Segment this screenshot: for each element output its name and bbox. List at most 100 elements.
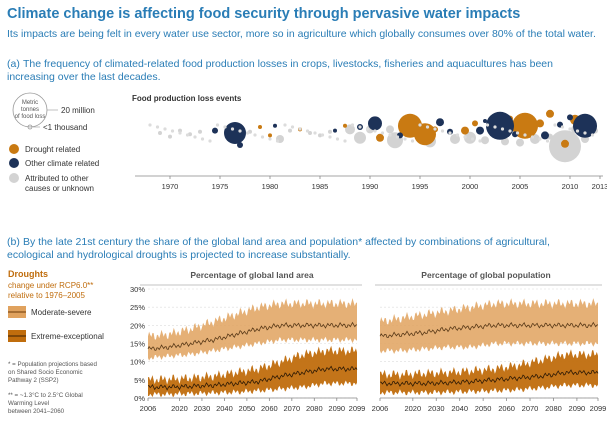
- bubble-minor-point: [223, 125, 227, 129]
- bubble-minor-point: [590, 133, 595, 137]
- bubble-minor-point: [163, 127, 167, 131]
- population-x-tick-label: 2099: [590, 404, 607, 413]
- land-area-y-tick-label: 15%: [130, 340, 145, 349]
- size-legend-title-3: of food loss: [15, 114, 46, 120]
- bubble-points: [148, 109, 598, 163]
- land-area-x-tick-label: 2040: [216, 404, 233, 413]
- footnotes: * = Population projections based on Shar…: [8, 361, 97, 415]
- size-legend-title-1: Metric: [22, 100, 38, 106]
- bubble-chart-title: Food production loss events: [132, 94, 242, 103]
- bubble-point: [464, 131, 476, 144]
- panel-a-text: The frequency of climated-related food p…: [7, 58, 553, 83]
- legend-other-climate-label: Other climate related: [25, 159, 99, 168]
- bubble-minor-point: [208, 139, 212, 143]
- population-band-moderate: [380, 298, 598, 354]
- bubble-point: [178, 128, 182, 133]
- drought-legend-subtitle-1: change under RCP6.0**: [8, 281, 93, 290]
- land-area-x-tick-label: 2099: [349, 404, 366, 413]
- size-legend-title-2: tonnes: [21, 107, 39, 113]
- land-area-y-tick-label: 30%: [130, 285, 145, 294]
- bubble-x-tick-label: 1985: [312, 182, 329, 191]
- bubble-point: [536, 119, 544, 128]
- land-area-x-tick-label: 2090: [328, 404, 345, 413]
- legend-moderate-label: Moderate-severe: [31, 308, 92, 317]
- bubble-point: [567, 114, 573, 121]
- bubble-minor-point: [275, 139, 280, 143]
- population-x-tick-label: 2090: [569, 404, 586, 413]
- bubble-point: [354, 131, 366, 144]
- bubble-minor-point: [388, 133, 392, 137]
- population-x-tick-label: 2080: [545, 404, 562, 413]
- bubble-point: [541, 131, 549, 140]
- bubble-minor-point: [358, 125, 362, 129]
- land-area-y-tick-label: 20%: [130, 321, 145, 330]
- bubble-point: [198, 129, 202, 134]
- bubble-minor-point: [455, 133, 460, 137]
- bubble-point: [481, 136, 489, 145]
- population-x-tick-label: 2040: [451, 404, 468, 413]
- bubble-point: [376, 133, 384, 142]
- color-legend: Drought related Other climate related At…: [9, 144, 99, 193]
- bubble-minor-point: [575, 129, 580, 133]
- land-area-band-extreme: [148, 345, 357, 398]
- bubble-minor-point: [515, 131, 520, 135]
- land-area-median-extreme: [147, 365, 358, 391]
- land-area-x-tick-label: 2060: [261, 404, 278, 413]
- bubble-x-tick-label: 2013: [592, 182, 607, 191]
- population-x-tick-label: 2006: [372, 404, 389, 413]
- bubble-minor-point: [230, 127, 235, 131]
- bubble-point: [333, 128, 337, 133]
- population-chart-title: Percentage of global population: [421, 270, 550, 280]
- population-x-tick-label: 2060: [498, 404, 515, 413]
- bubble-minor-point: [200, 137, 205, 141]
- footnote-1-line-2: on Shared Socio Economic: [8, 369, 83, 376]
- bubble-minor-point: [463, 135, 467, 139]
- bubble-point: [486, 111, 514, 140]
- footnote-2-line-1: ** = ~1.3°C to 2.5°C Global: [8, 392, 83, 399]
- bubble-minor-point: [418, 123, 422, 127]
- land-area-y-tick-label: 10%: [130, 358, 145, 367]
- bubble-minor-point: [290, 125, 295, 129]
- population-x-tick-label: 2050: [475, 404, 492, 413]
- bubble-point: [268, 133, 272, 138]
- footnote-2-line-2: Warming Level: [8, 400, 49, 407]
- bubble-minor-point: [328, 135, 332, 139]
- bubble-minor-point: [568, 127, 572, 131]
- panel-b-text: By the late 21st century the share of th…: [7, 236, 550, 261]
- bubble-minor-point: [530, 135, 535, 139]
- bubble-x-tick-label: 1990: [362, 182, 379, 191]
- bubble-minor-point: [215, 123, 220, 127]
- population-x-tick-label: 2070: [522, 404, 539, 413]
- bubble-minor-point: [425, 125, 430, 129]
- bubble-chart: Food production loss events 1970 1975 1980…: [132, 94, 607, 191]
- land-area-x-tick-label: 2006: [140, 404, 157, 413]
- land-area-y-tick-label: 25%: [130, 303, 145, 312]
- bubble-minor-point: [380, 131, 385, 135]
- bubble-point: [237, 142, 243, 148]
- drought-legend-subtitle-2: relative to 1976–2005: [8, 291, 86, 300]
- bubble-x-ticks: 1970 1975 1980 1985 1990 1995 2000 2005 2010 2013: [162, 176, 607, 191]
- bubble-point: [343, 123, 347, 128]
- legend-other-causes-label-2: causes or unknown: [25, 184, 94, 193]
- bubble-minor-point: [448, 131, 452, 135]
- bubble-minor-point: [560, 125, 565, 129]
- footnote-1-line-3: Pathway 2 (SSP2): [8, 377, 59, 384]
- bubble-minor-point: [343, 139, 347, 143]
- drought-legend-title: Droughts: [8, 269, 48, 279]
- panel-b-description: (b) By the late 21st century the share of…: [7, 236, 597, 262]
- bubble-point: [436, 118, 444, 127]
- bubble-x-tick-label: 2000: [462, 182, 479, 191]
- land-area-chart-title: Percentage of global land area: [190, 270, 314, 280]
- bubble-minor-point: [238, 129, 242, 133]
- footnote-1-line-1: * = Population projections based: [8, 361, 97, 368]
- bubble-minor-point: [553, 123, 557, 127]
- bubble-point: [573, 113, 597, 138]
- bubble-x-tick-label: 1970: [162, 182, 179, 191]
- bubble-point: [472, 120, 478, 127]
- bubble-minor-point: [178, 131, 182, 135]
- bubble-point: [476, 126, 484, 135]
- legend-drought-swatch: [9, 144, 19, 154]
- bubble-minor-point: [373, 129, 377, 133]
- page-title: Climate change is affecting food securit…: [7, 6, 521, 22]
- bubble-point: [168, 134, 172, 139]
